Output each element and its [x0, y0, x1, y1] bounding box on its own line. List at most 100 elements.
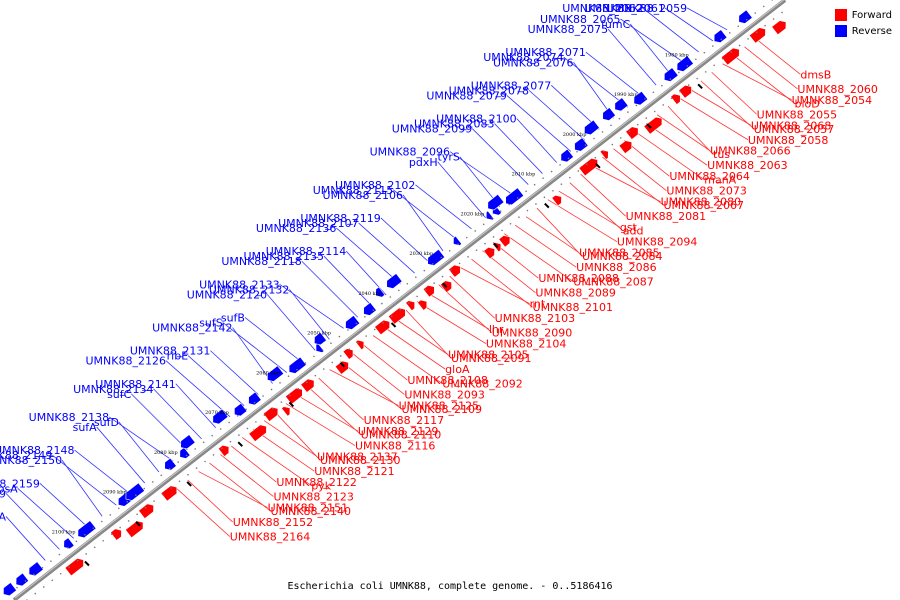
minor-tick	[153, 500, 155, 502]
minor-tick	[552, 189, 554, 192]
reverse-gene-arrow	[125, 482, 146, 501]
forward-connector	[274, 411, 321, 461]
forward-connector	[449, 275, 495, 319]
reverse-connector	[52, 454, 117, 506]
reverse-gene-arrow	[386, 273, 403, 289]
reverse-connector	[323, 255, 373, 307]
reverse-gene-label-umnk88-2126: UMNK88_2126	[85, 355, 165, 368]
reverse-connector	[108, 416, 174, 462]
minor-tick	[143, 487, 146, 490]
reverse-connector	[39, 482, 89, 528]
reverse-connector	[471, 128, 529, 185]
minor-tick	[440, 256, 443, 259]
minor-tick	[747, 38, 749, 40]
forward-connector	[460, 267, 530, 305]
minor-tick	[636, 123, 639, 126]
forward-connector	[678, 97, 749, 141]
minor-tick	[212, 454, 215, 456]
minor-tick	[628, 130, 631, 133]
forward-gene-label-umnk88-2064: UMNK88_2064	[669, 170, 749, 183]
minor-tick	[389, 296, 392, 298]
strand-legend: Forward Reverse	[834, 7, 892, 39]
minor-tick	[382, 322, 384, 324]
forward-gene-arrow	[498, 235, 511, 248]
minor-tick	[499, 210, 502, 212]
minor-tick	[619, 137, 622, 139]
reverse-connector	[165, 360, 231, 418]
kbp-tick-label: 2000 kbp	[563, 132, 587, 138]
kbp-tick-mark	[595, 163, 601, 169]
forward-gene-arrow	[578, 157, 598, 177]
kbp-tick-label: 2070 kbp	[205, 410, 229, 416]
minor-tick	[745, 18, 748, 21]
reverse-gene-label-umnk88-2102: UMNK88_2102	[335, 179, 415, 192]
minor-tick	[279, 382, 281, 384]
forward-gene-label-dmsb: dmsB	[800, 68, 831, 81]
forward-gene-label-umnk88-2101: UMNK88_2101	[533, 301, 613, 314]
reverse-gene-label-umnk88-2099: UMNK88_2099	[392, 123, 472, 136]
minor-tick	[238, 434, 240, 436]
reverse-gene-arrow	[15, 572, 30, 587]
forward-gene-label-umnk88-2067: UMNK88_2067	[664, 199, 744, 212]
minor-tick	[365, 335, 368, 337]
forward-connector	[373, 335, 443, 384]
reverse-connector	[279, 283, 344, 329]
forward-gene-arrow	[483, 246, 495, 260]
reverse-gene-label-umnk88-2071: UMNK88_2071	[505, 46, 585, 59]
minor-tick	[195, 467, 198, 469]
minor-tick	[601, 131, 604, 133]
reverse-gene-label-sufc: sufC	[107, 388, 132, 401]
forward-connector	[209, 462, 271, 512]
minor-tick	[457, 243, 460, 245]
minor-tick	[280, 401, 283, 403]
forward-gene-arrow	[720, 47, 740, 66]
minor-tick	[594, 156, 597, 159]
reverse-gene-arrow	[602, 107, 617, 121]
reverse-connector	[620, 18, 685, 64]
reverse-gene-label-umnk88-2159: UMNK88_2159	[0, 477, 40, 490]
reverse-gene-arrow	[179, 446, 191, 459]
minor-tick	[711, 45, 714, 47]
minor-tick	[441, 275, 444, 278]
reverse-gene-arrow	[713, 29, 728, 44]
forward-gene-label-gst: gst	[620, 221, 638, 234]
minor-tick	[330, 342, 332, 345]
forward-gene-label-umnk88-2117: UMNK88_2117	[364, 414, 444, 427]
minor-tick	[644, 98, 646, 100]
kbp-tick-label: 2050 kbp	[307, 331, 331, 337]
chromosome-backbone	[12, 0, 787, 600]
forward-gene-label-umnk88-2090: UMNK88_2090	[492, 327, 572, 340]
reverse-gene-label-umnk88-2078: UMNK88_2078	[449, 84, 529, 97]
forward-gene-arrow	[334, 360, 349, 375]
kbp-tick-mark	[339, 361, 346, 368]
forward-gene-label-umnk88-2088: UMNK88_2088	[538, 272, 618, 285]
minor-tick	[542, 177, 544, 179]
legend-item-reverse: Reverse	[834, 23, 892, 39]
backbone-line	[12, 0, 787, 600]
minor-tick	[618, 117, 621, 120]
reverse-gene-arrow	[248, 391, 262, 406]
reverse-gene-label-umnk88-2074: UMNK88_2074	[483, 51, 563, 64]
minor-tick	[101, 520, 103, 523]
forward-gene-arrow	[670, 93, 681, 105]
reverse-gene-arrow	[3, 582, 18, 597]
forward-gene-arrow	[417, 299, 428, 311]
forward-gene-label-umnk88-2137: UMNK88_2137	[317, 451, 397, 464]
backbone-highlight	[14, 0, 785, 599]
reverse-connector	[437, 161, 486, 219]
forward-gene-arrow	[64, 557, 84, 577]
label-connectors	[5, 7, 801, 561]
minor-tick	[406, 282, 409, 285]
reverse-gene-label-umnk88-2106: UMNK88_2106	[323, 189, 403, 202]
minor-tick	[458, 262, 461, 265]
reverse-gene-arrow	[560, 148, 574, 163]
minor-tick	[567, 157, 570, 160]
reverse-gene-label-umnk88-2107: UMNK88_2107	[278, 217, 358, 230]
minor-tick	[550, 170, 553, 173]
forward-connector	[755, 37, 801, 75]
minor-tick	[119, 526, 121, 529]
minor-tick	[491, 216, 493, 219]
forward-gene-label-umnk88-2080: UMNK88_2080	[661, 196, 741, 209]
legend-label-reverse: Reverse	[851, 25, 892, 37]
minor-tick	[170, 487, 172, 489]
